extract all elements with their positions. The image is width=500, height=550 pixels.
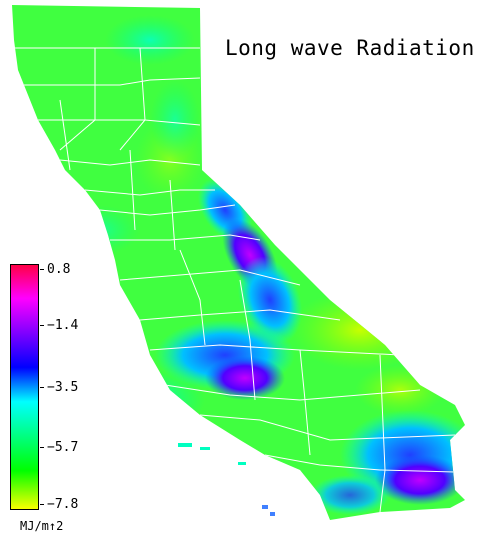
county-boundaries (12, 47, 456, 513)
legend-tick-min: −7.8 (40, 497, 78, 512)
legend-units: MJ/m↑2 (20, 519, 64, 533)
legend-tick-max: 0.8 (40, 262, 70, 277)
legend-tick-2: −1.4 (40, 318, 78, 333)
legend-frame (10, 264, 39, 510)
map-title: Long wave Radiation (225, 36, 475, 60)
legend-color-bar (10, 264, 39, 510)
channel-islands (178, 443, 275, 516)
legend-tick-4: −5.7 (40, 440, 78, 455)
legend-tick-3: −3.5 (40, 380, 78, 395)
